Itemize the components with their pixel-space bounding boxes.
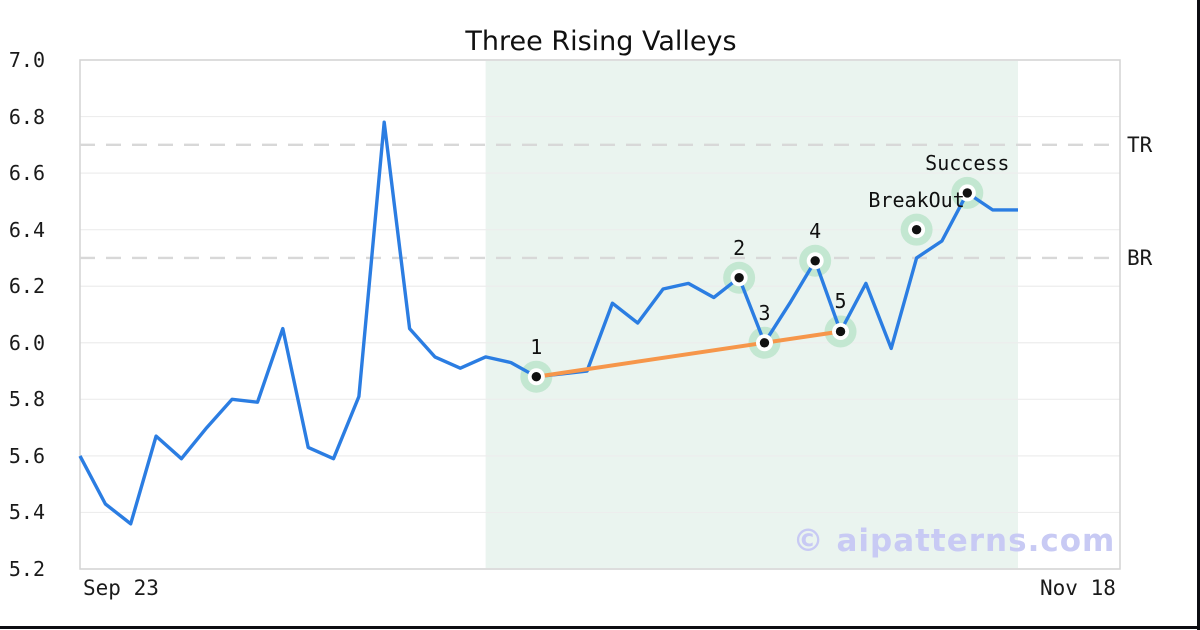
- y-tick-label: 5.6: [8, 443, 45, 468]
- marker-dot-success: [962, 188, 972, 198]
- annotation-label-3: 3: [758, 300, 771, 325]
- marker-dot-breakout: [911, 224, 922, 235]
- y-tick-label: 5.4: [8, 500, 45, 525]
- trend-line: [534, 329, 843, 379]
- level-label-br: BR: [1127, 245, 1153, 270]
- right-frame-bar: [1197, 0, 1200, 630]
- annotation-label-4: 4: [809, 218, 822, 243]
- x-tick-end: Nov 18: [1040, 576, 1116, 600]
- x-tick-start: Sep 23: [83, 576, 159, 600]
- marker-dot-3: [759, 338, 770, 348]
- watermark: © aipatterns.com: [792, 523, 1116, 559]
- level-label-tr: TR: [1127, 132, 1153, 157]
- marker-dot-4: [810, 256, 820, 266]
- y-tick-label: 6.8: [8, 104, 45, 129]
- y-tick-label: 5.2: [8, 557, 45, 581]
- bottom-frame-bar: [0, 626, 1200, 629]
- marker-dot-1: [531, 372, 542, 382]
- annotation-label-2: 2: [733, 235, 746, 260]
- y-tick-label: 6.2: [8, 274, 45, 299]
- plot-border: [79, 59, 1121, 570]
- annotation-label-success: Success: [925, 150, 1010, 175]
- marker-dot-2: [734, 273, 744, 283]
- y-tick-label: 7.0: [8, 48, 45, 72]
- chart-title: Three Rising Valleys: [465, 26, 737, 57]
- marker-dot-5: [835, 326, 846, 337]
- y-tick-label: 6.6: [8, 161, 45, 186]
- annotation-label-5: 5: [834, 289, 847, 314]
- y-tick-label: 5.8: [8, 387, 45, 412]
- y-tick-label: 6.4: [8, 217, 45, 242]
- y-tick-label: 6.0: [8, 330, 45, 355]
- annotation-label-breakout: BreakOut: [868, 187, 965, 212]
- annotation-label-1: 1: [530, 334, 543, 359]
